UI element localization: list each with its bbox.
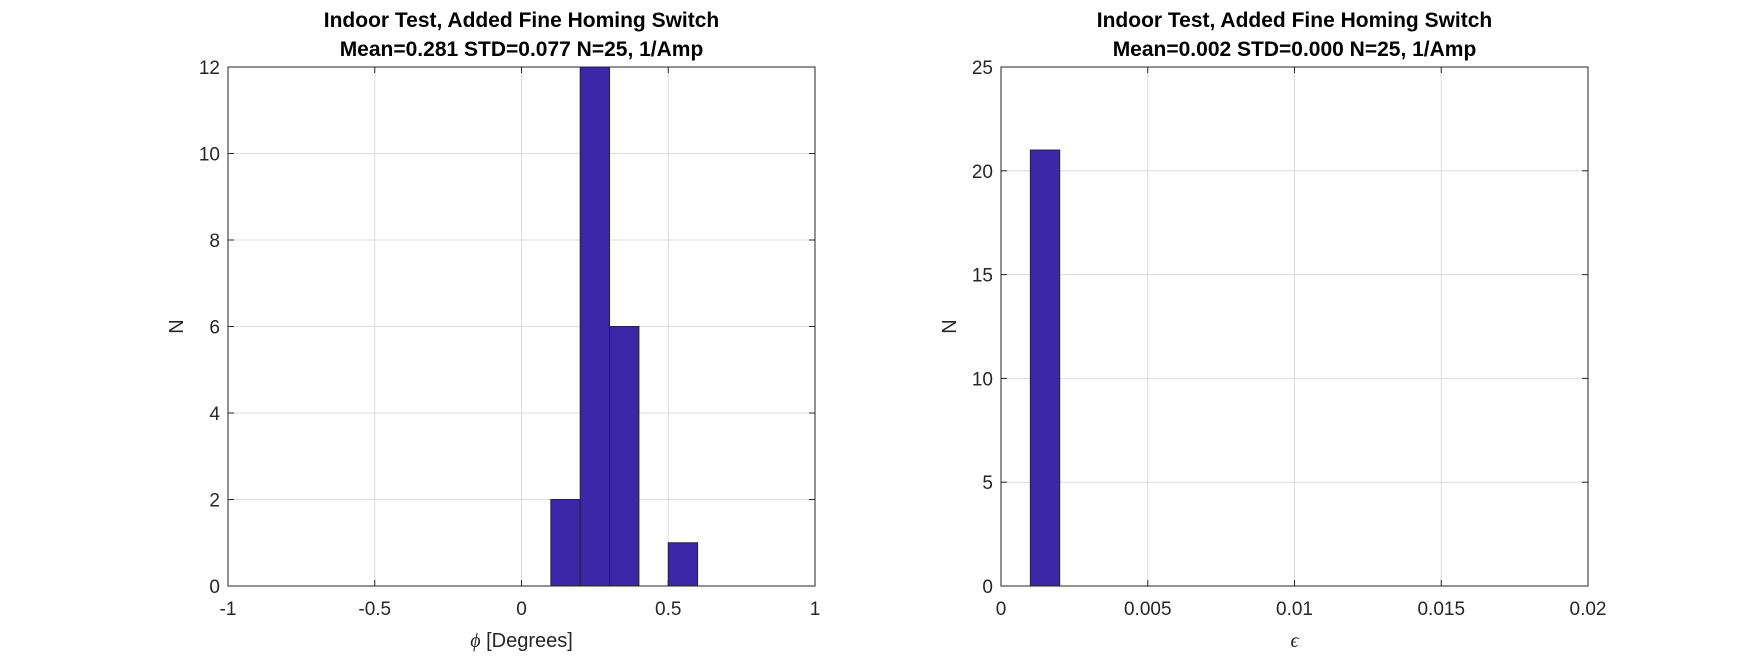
x-axis-symbol: ϵ	[1290, 630, 1299, 652]
x-tick-label: 0.01	[1276, 599, 1313, 620]
x-tick-label: 1	[810, 599, 821, 620]
y-tick-label: 4	[209, 404, 220, 425]
y-tick-label: 20	[972, 162, 993, 183]
y-tick-label: 8	[209, 231, 220, 252]
chart-title: Indoor Test, Added Fine Homing Switch	[324, 9, 720, 32]
histogram-bar	[1029, 149, 1061, 587]
y-tick-label: 25	[972, 58, 993, 79]
y-tick-label: 10	[972, 369, 993, 390]
histogram-bar	[579, 66, 611, 587]
x-axis-symbol: ϕ	[470, 630, 480, 652]
x-axis-unit: [Degrees]	[481, 630, 573, 652]
x-tick-label: 0	[516, 599, 527, 620]
chart-title: Indoor Test, Added Fine Homing Switch	[1097, 9, 1493, 32]
y-tick-label: 12	[199, 58, 220, 79]
y-tick-label: 6	[209, 318, 220, 339]
x-tick-label: -0.5	[358, 599, 391, 620]
x-axis-label: ϵ	[1290, 630, 1299, 652]
x-tick-label: 0.015	[1417, 599, 1465, 620]
y-axis-label: N	[939, 319, 961, 333]
y-tick-label: 0	[982, 577, 993, 598]
y-tick-label: 5	[982, 473, 993, 494]
x-tick-label: 0.005	[1124, 599, 1172, 620]
x-tick-label: 0	[996, 599, 1007, 620]
y-axis-label: N	[166, 319, 188, 333]
chart-subtitle: Mean=0.002 STD=0.000 N=25, 1/Amp	[1113, 38, 1477, 61]
x-tick-label: -1	[220, 599, 237, 620]
histogram-bar	[667, 542, 699, 587]
x-tick-label: 0.5	[655, 599, 681, 620]
y-tick-label: 2	[209, 491, 220, 512]
plot-area: 0 0.005 0.01 0.015 0.02 0 5 10 15 20 25	[972, 58, 1607, 620]
histogram-bar	[550, 499, 581, 587]
histogram-bar	[609, 326, 640, 587]
y-tick-label: 10	[199, 145, 220, 166]
y-tick-label: 15	[972, 266, 993, 287]
x-axis-label: ϕ [Degrees]	[470, 630, 573, 652]
histogram-panel-epsilon: 0 0.005 0.01 0.015 0.02 0 5 10 15 20 25 Indoor Tes…	[939, 9, 1606, 652]
chart-subtitle: Mean=0.281 STD=0.077 N=25, 1/Amp	[340, 38, 704, 61]
x-tick-label: 0.02	[1570, 599, 1607, 620]
y-tick-label: 0	[209, 577, 220, 598]
